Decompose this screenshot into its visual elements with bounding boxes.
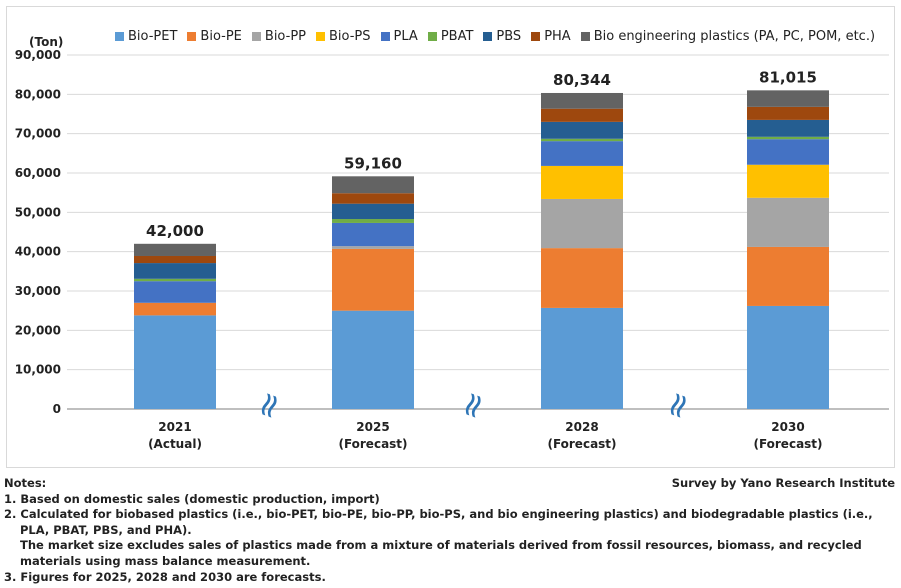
y-tick-label: 0: [53, 402, 61, 416]
x-tick-label: 2021: [158, 420, 191, 434]
y-tick-label: 30,000: [15, 284, 61, 298]
legend-label: Bio-PP: [264, 29, 307, 44]
bar-segment: [747, 139, 829, 165]
legend-label: PHA: [544, 29, 571, 44]
bar-segment: [134, 278, 216, 282]
bar-segment: [541, 198, 623, 249]
x-tick-sublabel: (Forecast): [338, 437, 407, 451]
legend-item: Bio-PP: [251, 29, 307, 44]
bar-segment: [134, 315, 216, 409]
bar-segment: [541, 138, 623, 142]
bar-segment: [747, 106, 829, 120]
legend-item: Bio-PET: [115, 29, 177, 44]
bar-segment: [541, 108, 623, 122]
bar-segment: [134, 263, 216, 279]
bar-segment: [541, 92, 623, 109]
x-tick-label: 2030: [771, 420, 804, 434]
bar-segment: [134, 255, 216, 264]
legend-label: Bio engineering plastics (PA, PC, POM, e…: [593, 29, 876, 44]
bar-segment: [134, 302, 216, 316]
bar-segment: [332, 310, 414, 409]
legend-label: PBS: [496, 29, 522, 44]
legend-label: PBAT: [440, 29, 474, 44]
legend-item: PBAT: [427, 29, 474, 44]
bar-segment: [134, 281, 216, 303]
bar-segment: [332, 246, 414, 249]
unit-label: (Ton): [29, 35, 64, 49]
axis-break-mark: ≈: [654, 385, 701, 425]
bar-segment: [747, 246, 829, 306]
legend-item: Bio-PS: [316, 29, 371, 44]
legend-swatch: [427, 32, 437, 41]
bar-total-label: 80,344: [553, 71, 611, 89]
legend-item: Bio engineering plastics (PA, PC, POM, e…: [580, 29, 876, 44]
legend-label: Bio-PET: [128, 29, 178, 44]
bar-segment: [332, 222, 414, 247]
legend-swatch: [251, 32, 261, 41]
note-line: 2. Calculated for biobased plastics (i.e…: [4, 507, 873, 522]
note-line: 3. Figures for 2025, 2028 and 2030 are f…: [4, 569, 326, 584]
y-tick-label: 50,000: [15, 205, 61, 219]
bar-segment: [541, 307, 623, 409]
bar-segment: [541, 141, 623, 166]
notes-section: Notes: 1. Based on domestic sales (domes…: [4, 476, 894, 585]
bar-segment: [332, 176, 414, 194]
source-credit: Survey by Yano Research Institute: [671, 476, 895, 490]
axis-break-mark: ≈: [245, 385, 292, 425]
chart-legend: Bio-PET Bio-PE Bio-PP Bio-PS PLA PBAT PB…: [115, 29, 875, 44]
y-tick-label: 20,000: [15, 323, 61, 337]
bar-segment: [747, 164, 829, 198]
legend-swatch: [115, 32, 124, 41]
legend-swatch: [187, 32, 197, 41]
note-line: 1. Based on domestic sales (domestic pro…: [4, 491, 380, 506]
bar-segment: [541, 248, 623, 308]
note-line: materials using mass balance measurement…: [20, 553, 311, 568]
x-tick-label: 2025: [356, 420, 389, 434]
bar-segment: [332, 219, 414, 223]
bar-total-label: 42,000: [146, 222, 204, 240]
x-tick-label: 2028: [565, 420, 598, 434]
note-line: The market size excludes sales of plasti…: [20, 538, 862, 553]
y-tick-label: 70,000: [15, 127, 61, 141]
legend-swatch: [580, 32, 590, 41]
bar-segment: [747, 90, 829, 107]
legend-label: Bio-PE: [200, 29, 242, 44]
legend-item: PLA: [380, 29, 418, 44]
legend-swatch: [531, 32, 541, 41]
legend-item: PBS: [483, 29, 521, 44]
legend-swatch: [483, 32, 493, 41]
bar-segment: [747, 197, 829, 247]
legend-item: Bio-PE: [187, 29, 242, 44]
bar-segment: [747, 119, 829, 137]
bar-total-label: 81,015: [759, 68, 817, 86]
bar-total-label: 59,160: [344, 154, 402, 172]
note-line: PLA, PBAT, PBS, and PHA).: [20, 522, 192, 537]
bar-segment: [541, 121, 623, 139]
notes-heading: Notes:: [4, 476, 47, 490]
x-tick-sublabel: (Forecast): [753, 437, 822, 451]
axis-break-mark: ≈: [449, 385, 496, 425]
legend-swatch: [380, 32, 390, 41]
bar-segment: [332, 248, 414, 311]
x-tick-sublabel: (Actual): [148, 437, 202, 451]
legend-item: PHA: [531, 29, 571, 44]
y-tick-label: 10,000: [15, 363, 61, 377]
y-tick-label: 60,000: [15, 166, 61, 180]
bar-segment: [747, 136, 829, 140]
bar-segment: [134, 243, 216, 256]
chart-frame: 0 10,000 20,000 30,000 40,000 50,000 60,000 70,…: [6, 6, 895, 468]
bar-segment: [541, 165, 623, 199]
bar-segment: [332, 203, 414, 220]
x-tick-sublabel: (Forecast): [547, 437, 616, 451]
bar-segment: [747, 305, 829, 409]
bar-segment: [332, 193, 414, 204]
y-tick-label: 80,000: [15, 87, 61, 101]
stacked-bar-chart: 0 10,000 20,000 30,000 40,000 50,000 60,000 70,…: [15, 48, 889, 451]
legend-label: PLA: [393, 29, 418, 44]
y-tick-label: 40,000: [15, 245, 61, 259]
y-tick-label: 90,000: [15, 48, 61, 62]
legend-swatch: [316, 32, 326, 41]
legend-label: Bio-PS: [329, 29, 371, 44]
